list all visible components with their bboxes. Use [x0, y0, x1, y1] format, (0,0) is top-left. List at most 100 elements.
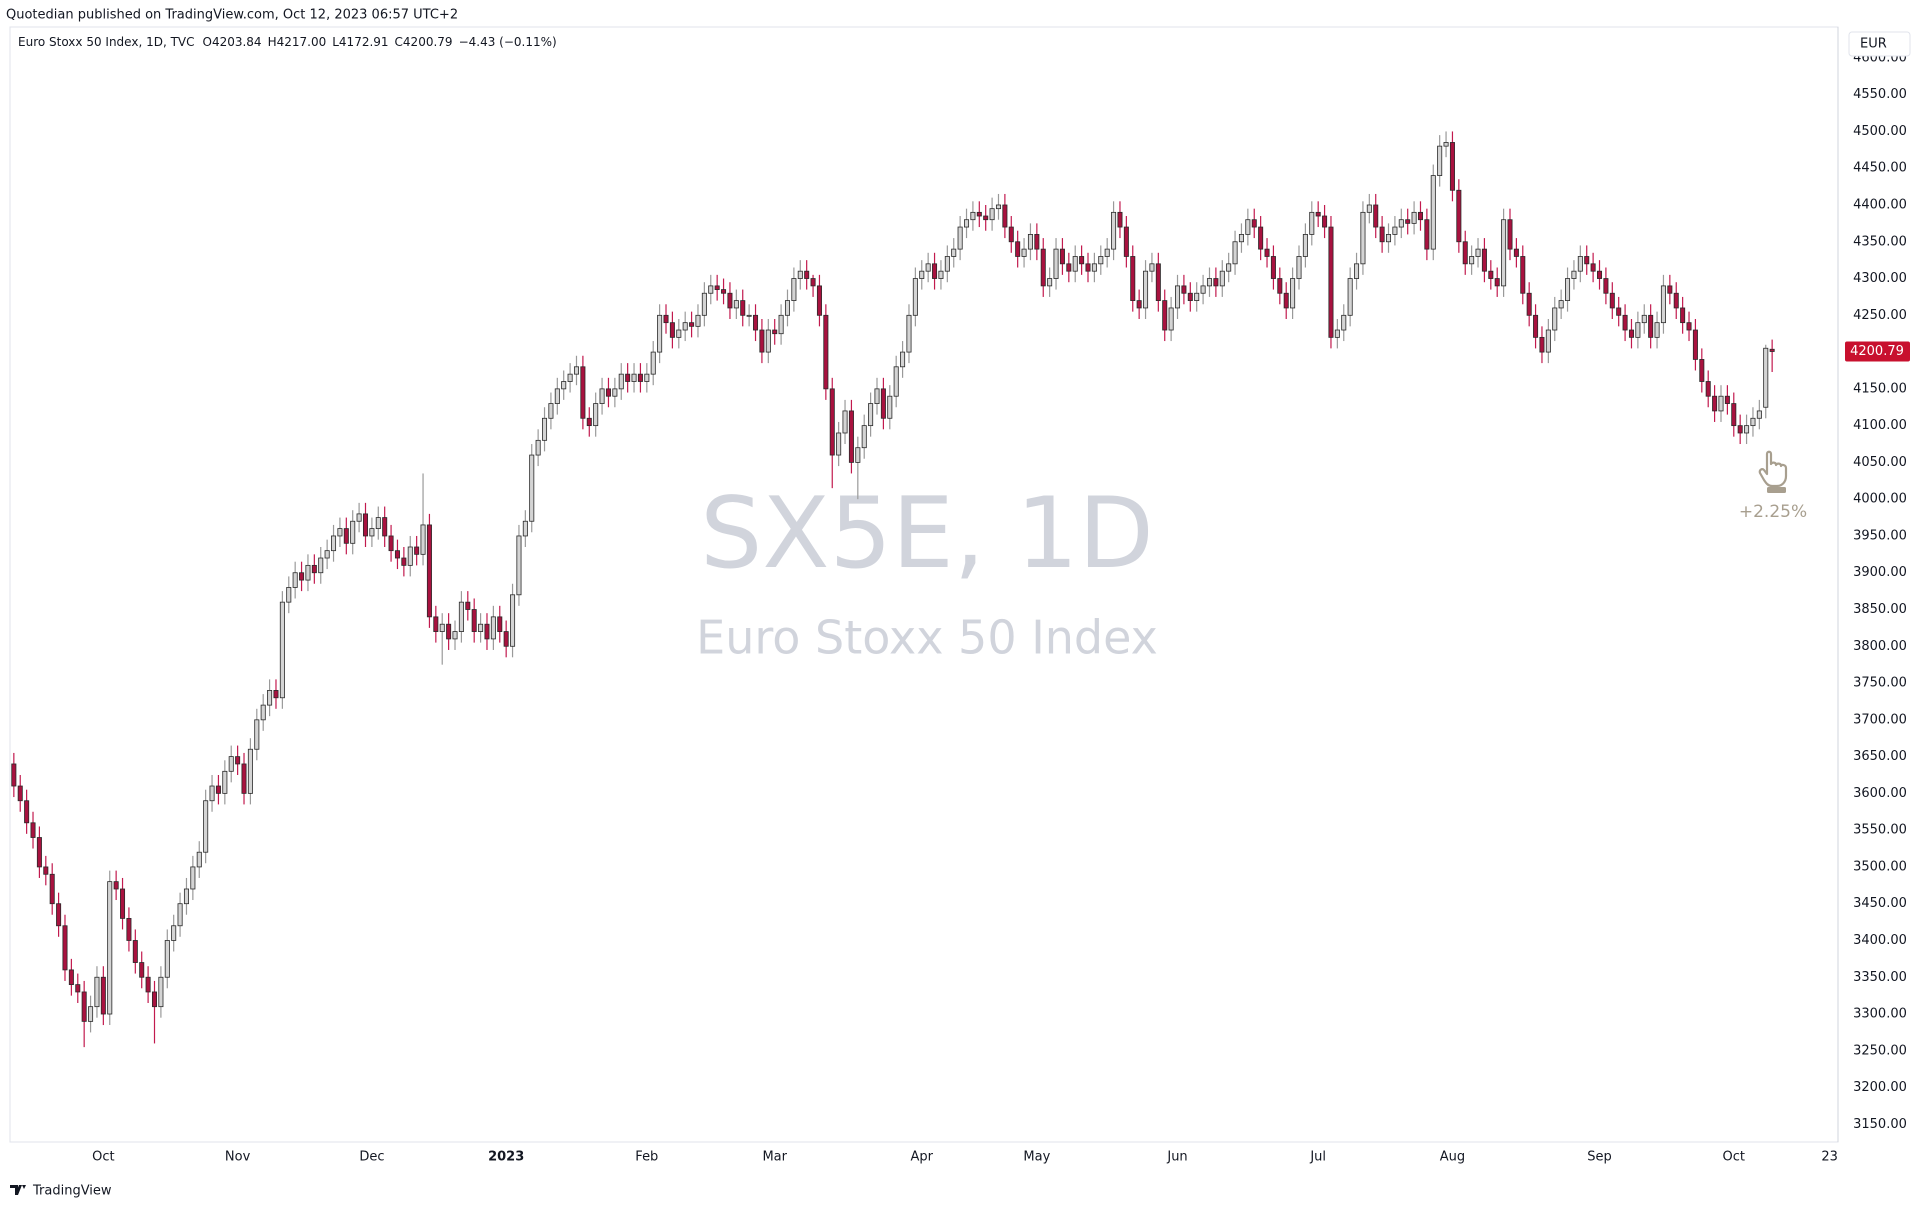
candle-body — [68, 969, 74, 986]
candle-body — [94, 976, 100, 1008]
candle-body — [305, 564, 311, 581]
candle-body — [1283, 292, 1289, 309]
candle-body — [292, 572, 298, 588]
candle-body — [689, 322, 695, 327]
candle-body — [989, 208, 995, 221]
currency-label[interactable]: EUR — [1860, 37, 1887, 52]
candle-body — [1731, 403, 1737, 427]
candle-body — [1008, 226, 1014, 243]
candle-body — [573, 366, 580, 375]
candle-body — [1596, 270, 1603, 279]
candle-body — [1462, 241, 1468, 265]
y-tick-label: 3900.00 — [1853, 565, 1907, 580]
candle-body — [586, 417, 592, 427]
candle-body — [1417, 211, 1423, 221]
candle-body — [1258, 226, 1264, 250]
candle-body — [362, 513, 369, 537]
candle-body — [1334, 329, 1340, 338]
candle-body — [823, 314, 829, 390]
candle-body — [957, 226, 963, 250]
candle-body — [426, 524, 432, 618]
candle-body — [816, 285, 822, 316]
candle-body — [1123, 226, 1129, 257]
candle-body — [1341, 314, 1347, 331]
x-tick-label: Mar — [762, 1150, 787, 1165]
candle-body — [1136, 300, 1142, 309]
candle-body — [1590, 263, 1596, 272]
candle-body — [1200, 285, 1206, 294]
ohlc-close: C4200.79 — [395, 35, 453, 49]
watermark-symbol: SX5E, 1D — [700, 477, 1154, 591]
candle-body — [1628, 329, 1634, 338]
candle-body — [484, 623, 490, 640]
candle-body — [561, 381, 567, 390]
currency-button[interactable] — [1848, 31, 1911, 57]
candle-body — [1430, 175, 1436, 250]
candle-body — [88, 1006, 94, 1022]
candle-body — [887, 395, 893, 419]
candle-body — [644, 373, 650, 382]
candle-body — [535, 439, 541, 456]
candle-body — [1424, 219, 1430, 250]
y-tick-label: 4350.00 — [1853, 234, 1907, 249]
candle-body — [356, 513, 362, 522]
candle-body — [1059, 248, 1065, 265]
y-tick-label: 3650.00 — [1853, 749, 1907, 764]
candle-body — [1238, 234, 1244, 243]
candle-body — [1309, 211, 1315, 235]
candle-body — [631, 373, 637, 382]
candle-body — [663, 314, 669, 324]
candle-body — [260, 704, 266, 721]
candle-body — [1437, 145, 1443, 176]
candle-body — [1584, 256, 1590, 265]
candle-body — [1692, 329, 1698, 360]
candle-body — [1539, 336, 1545, 353]
candle-body — [177, 903, 183, 927]
candle-body — [605, 388, 611, 397]
candle-body — [1398, 219, 1404, 228]
watermark-name: Euro Stoxx 50 Index — [696, 611, 1158, 665]
ohlc-change: −4.43 (−0.11%) — [459, 35, 557, 49]
candle-body — [1756, 410, 1762, 419]
candle-body — [497, 616, 503, 632]
candle-body — [1379, 226, 1385, 243]
candle-body — [1744, 425, 1750, 434]
candle-body — [465, 601, 471, 610]
candle-body — [75, 984, 81, 993]
candle-body — [938, 270, 944, 279]
candle-body — [439, 623, 445, 632]
candle-body — [318, 557, 324, 574]
candle-body — [842, 410, 848, 434]
candle-body — [478, 623, 484, 632]
hand-icon — [1758, 450, 1788, 493]
candle-body — [778, 314, 784, 335]
candle-body — [1072, 256, 1078, 272]
x-tick-label: Oct — [92, 1150, 114, 1165]
candle-body — [1737, 425, 1743, 434]
candle-body — [1251, 219, 1257, 228]
candle-body — [1302, 234, 1308, 257]
candle-body — [516, 535, 522, 596]
ohlc-open: O4203.84 — [203, 35, 262, 49]
candle-body — [171, 925, 177, 941]
candle-body — [1162, 300, 1168, 331]
tradingview-logo: TradingView — [10, 1184, 112, 1199]
x-tick-label: 2023 — [488, 1150, 524, 1165]
candle-body — [1475, 248, 1481, 257]
candle-body — [24, 800, 30, 824]
candle-body — [797, 270, 803, 279]
candle-body — [164, 940, 170, 978]
candle-body — [727, 292, 733, 309]
y-tick-label: 4250.00 — [1853, 308, 1907, 323]
candle-body — [1091, 263, 1097, 272]
y-tick-label: 3350.00 — [1853, 970, 1907, 985]
x-tick-label: Aug — [1440, 1150, 1465, 1165]
candle-body — [126, 918, 132, 941]
candle-body — [637, 373, 643, 382]
candle-body — [215, 785, 221, 794]
candle-body — [49, 873, 55, 905]
axes: 3150.00 3200.00 3250.00 3300.00 3350.00 3400.… — [92, 50, 1910, 1165]
candle-body — [1117, 211, 1123, 228]
x-tick-label: Jul — [1309, 1150, 1326, 1165]
